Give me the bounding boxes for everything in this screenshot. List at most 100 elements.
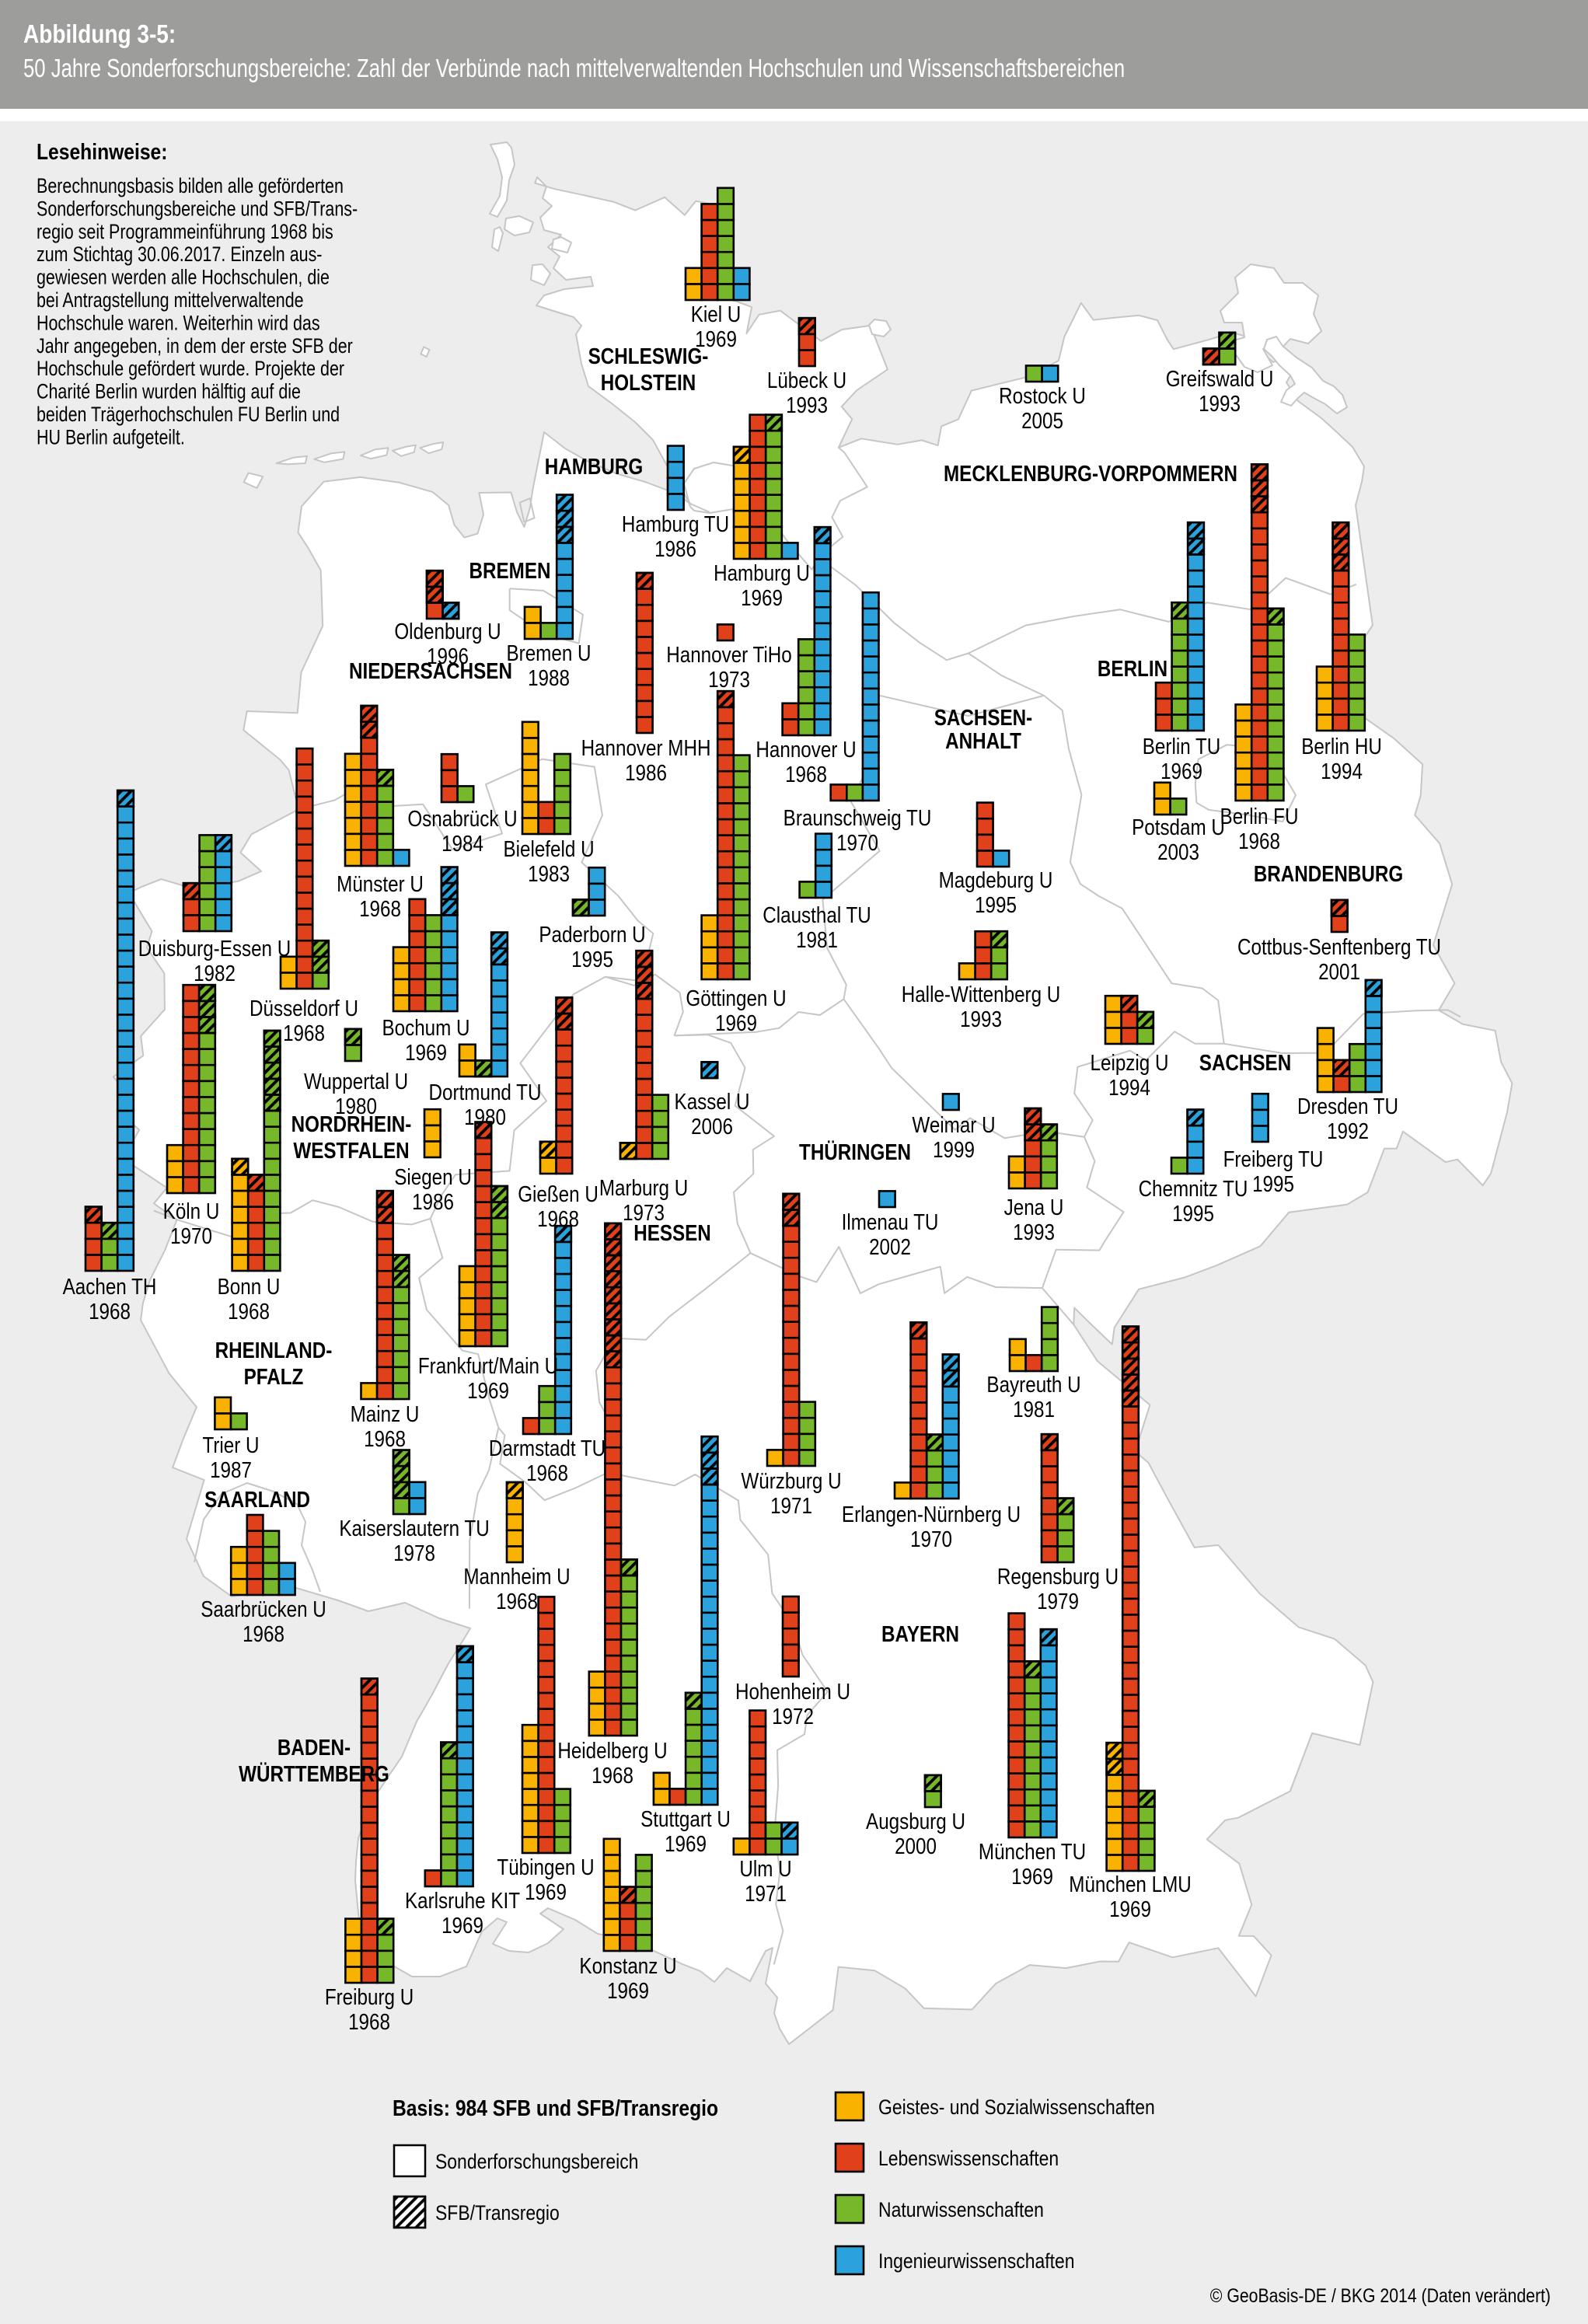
svg-text:Regensburg U: Regensburg U — [997, 1564, 1119, 1589]
svg-text:Hannover TiHo: Hannover TiHo — [666, 642, 792, 667]
svg-text:50 Jahre Sonderforschungsberei: 50 Jahre Sonderforschungsbereiche: Zahl … — [23, 54, 1125, 83]
svg-text:Mainz U: Mainz U — [351, 1401, 420, 1426]
svg-text:Trier U: Trier U — [202, 1432, 259, 1457]
svg-text:1981: 1981 — [796, 927, 838, 952]
svg-text:2002: 2002 — [869, 1234, 911, 1259]
svg-text:Münster U: Münster U — [337, 871, 424, 896]
svg-text:Sonderforschungsbereich: Sonderforschungsbereich — [435, 2150, 638, 2173]
svg-text:Magdeburg U: Magdeburg U — [939, 867, 1053, 892]
svg-text:1969: 1969 — [1160, 759, 1202, 783]
svg-text:Freiburg U: Freiburg U — [325, 1984, 414, 2009]
svg-text:Osnabrück U: Osnabrück U — [407, 806, 517, 831]
svg-text:HESSEN: HESSEN — [633, 1220, 711, 1245]
svg-text:1969: 1969 — [467, 1378, 509, 1403]
svg-text:1970: 1970 — [910, 1527, 952, 1551]
svg-text:1994: 1994 — [1321, 759, 1363, 783]
svg-text:Kaiserslautern TU: Kaiserslautern TU — [339, 1516, 489, 1541]
svg-text:1995: 1995 — [1172, 1201, 1214, 1226]
svg-text:Halle-Wittenberg U: Halle-Wittenberg U — [902, 982, 1061, 1007]
svg-text:BRANDENBURG: BRANDENBURG — [1254, 861, 1403, 886]
svg-text:Geistes- und Sozialwissenschaf: Geistes- und Sozialwissenschaften — [878, 2095, 1155, 2119]
svg-text:© GeoBasis-DE / BKG 2014 (Date: © GeoBasis-DE / BKG 2014 (Daten veränder… — [1210, 2284, 1551, 2306]
svg-text:Saarbrücken U: Saarbrücken U — [201, 1596, 326, 1621]
svg-text:1969: 1969 — [607, 1978, 649, 2003]
svg-text:Abbildung 3-5:: Abbildung 3-5: — [23, 20, 176, 49]
svg-text:beiden Trägerhochschulen FU Be: beiden Trägerhochschulen FU Berlin und — [37, 403, 340, 427]
svg-text:bei Antragstellung mittelverwa: bei Antragstellung mittelverwaltende — [37, 289, 304, 312]
svg-text:1968: 1968 — [89, 1299, 131, 1324]
svg-text:Bremen U: Bremen U — [506, 640, 591, 665]
svg-text:regio seit Programmeinführung: regio seit Programmeinführung 1968 bis — [37, 221, 333, 244]
svg-text:Berlin TU: Berlin TU — [1143, 734, 1220, 759]
svg-text:1969: 1969 — [665, 1831, 707, 1856]
svg-text:1968: 1968 — [1238, 829, 1280, 853]
svg-text:RHEINLAND-: RHEINLAND- — [215, 1338, 333, 1363]
svg-text:Chemnitz TU: Chemnitz TU — [1139, 1176, 1248, 1201]
svg-text:1968: 1968 — [526, 1460, 568, 1485]
svg-text:Marburg U: Marburg U — [599, 1175, 688, 1200]
svg-text:2000: 2000 — [895, 1834, 937, 1858]
svg-text:Tübingen U: Tübingen U — [497, 1855, 594, 1879]
svg-text:2005: 2005 — [1021, 408, 1063, 433]
svg-text:Hochschule waren. Weiterhin wi: Hochschule waren. Weiterhin wird das — [37, 312, 320, 335]
svg-text:1969: 1969 — [695, 326, 737, 351]
svg-text:Hannover MHH: Hannover MHH — [581, 735, 711, 760]
svg-text:NORDRHEIN-: NORDRHEIN- — [291, 1111, 412, 1136]
svg-text:1986: 1986 — [654, 536, 696, 561]
svg-text:SCHLESWIG-: SCHLESWIG- — [588, 344, 709, 368]
svg-text:1968: 1968 — [592, 1763, 633, 1788]
svg-text:1969: 1969 — [525, 1879, 567, 1904]
svg-text:Clausthal TU: Clausthal TU — [763, 902, 871, 927]
svg-text:MECKLENBURG-VORPOMMERN: MECKLENBURG-VORPOMMERN — [944, 461, 1237, 486]
svg-text:NIEDERSACHSEN: NIEDERSACHSEN — [349, 658, 512, 683]
svg-text:1983: 1983 — [528, 861, 570, 886]
svg-text:Jena U: Jena U — [1004, 1195, 1064, 1220]
svg-text:Augsburg U: Augsburg U — [866, 1809, 965, 1834]
svg-text:1968: 1968 — [348, 2009, 390, 2034]
svg-text:HAMBURG: HAMBURG — [545, 454, 643, 479]
svg-text:1984: 1984 — [441, 831, 483, 856]
svg-text:1968: 1968 — [364, 1426, 406, 1451]
svg-text:Karlsruhe KIT: Karlsruhe KIT — [405, 1888, 520, 1913]
svg-text:1986: 1986 — [625, 760, 667, 785]
svg-text:Berlin HU: Berlin HU — [1301, 734, 1382, 759]
svg-text:1988: 1988 — [528, 665, 570, 690]
svg-text:Basis: 984 SFB und SFB/Transre: Basis: 984 SFB und SFB/Transregio — [393, 2095, 718, 2120]
svg-text:Bochum U: Bochum U — [382, 1015, 469, 1040]
svg-text:1969: 1969 — [741, 585, 783, 610]
svg-text:1973: 1973 — [708, 667, 750, 692]
svg-text:1971: 1971 — [770, 1493, 812, 1518]
svg-text:Wuppertal U: Wuppertal U — [304, 1069, 408, 1094]
svg-text:BADEN-: BADEN- — [277, 1735, 351, 1760]
svg-text:Freiberg TU: Freiberg TU — [1223, 1146, 1324, 1171]
svg-text:Köln U: Köln U — [163, 1199, 220, 1223]
svg-text:Jahr angegeben, in dem der ers: Jahr angegeben, in dem der erste SFB der — [37, 335, 353, 358]
svg-text:Sonderforschungsbereiche und S: Sonderforschungsbereiche und SFB/Trans- — [37, 197, 358, 221]
svg-text:WESTFALEN: WESTFALEN — [293, 1138, 409, 1163]
svg-text:1973: 1973 — [623, 1200, 665, 1225]
svg-text:Konstanz U: Konstanz U — [579, 1953, 676, 1978]
svg-text:Naturwissenschaften: Naturwissenschaften — [878, 2198, 1044, 2221]
svg-text:1981: 1981 — [1013, 1397, 1055, 1422]
svg-text:1995: 1995 — [571, 947, 613, 972]
svg-text:München TU: München TU — [979, 1839, 1086, 1864]
svg-text:1994: 1994 — [1108, 1075, 1150, 1100]
svg-text:1992: 1992 — [1327, 1118, 1369, 1143]
svg-text:1968: 1968 — [359, 896, 401, 921]
svg-text:1995: 1995 — [1252, 1171, 1294, 1196]
svg-text:Aachen TH: Aachen TH — [63, 1274, 157, 1299]
svg-text:SACHSEN: SACHSEN — [1199, 1050, 1291, 1075]
svg-text:Oldenburg U: Oldenburg U — [394, 619, 501, 644]
svg-text:Bayreuth U: Bayreuth U — [986, 1372, 1080, 1397]
svg-text:1969: 1969 — [715, 1010, 757, 1035]
svg-text:SACHSEN-: SACHSEN- — [934, 705, 1032, 730]
svg-text:Erlangen-Nürnberg U: Erlangen-Nürnberg U — [842, 1502, 1021, 1527]
svg-text:Würzburg U: Würzburg U — [741, 1468, 841, 1493]
svg-text:Cottbus-Senftenberg TU: Cottbus-Senftenberg TU — [1237, 934, 1441, 959]
svg-text:Göttingen U: Göttingen U — [686, 986, 786, 1010]
svg-text:Frankfurt/Main U: Frankfurt/Main U — [418, 1353, 558, 1378]
svg-text:zum Stichtag 30.06.2017. Einze: zum Stichtag 30.06.2017. Einzeln aus- — [37, 243, 322, 267]
svg-text:2006: 2006 — [691, 1114, 733, 1139]
svg-text:1993: 1993 — [786, 393, 828, 417]
svg-text:1972: 1972 — [772, 1704, 814, 1729]
